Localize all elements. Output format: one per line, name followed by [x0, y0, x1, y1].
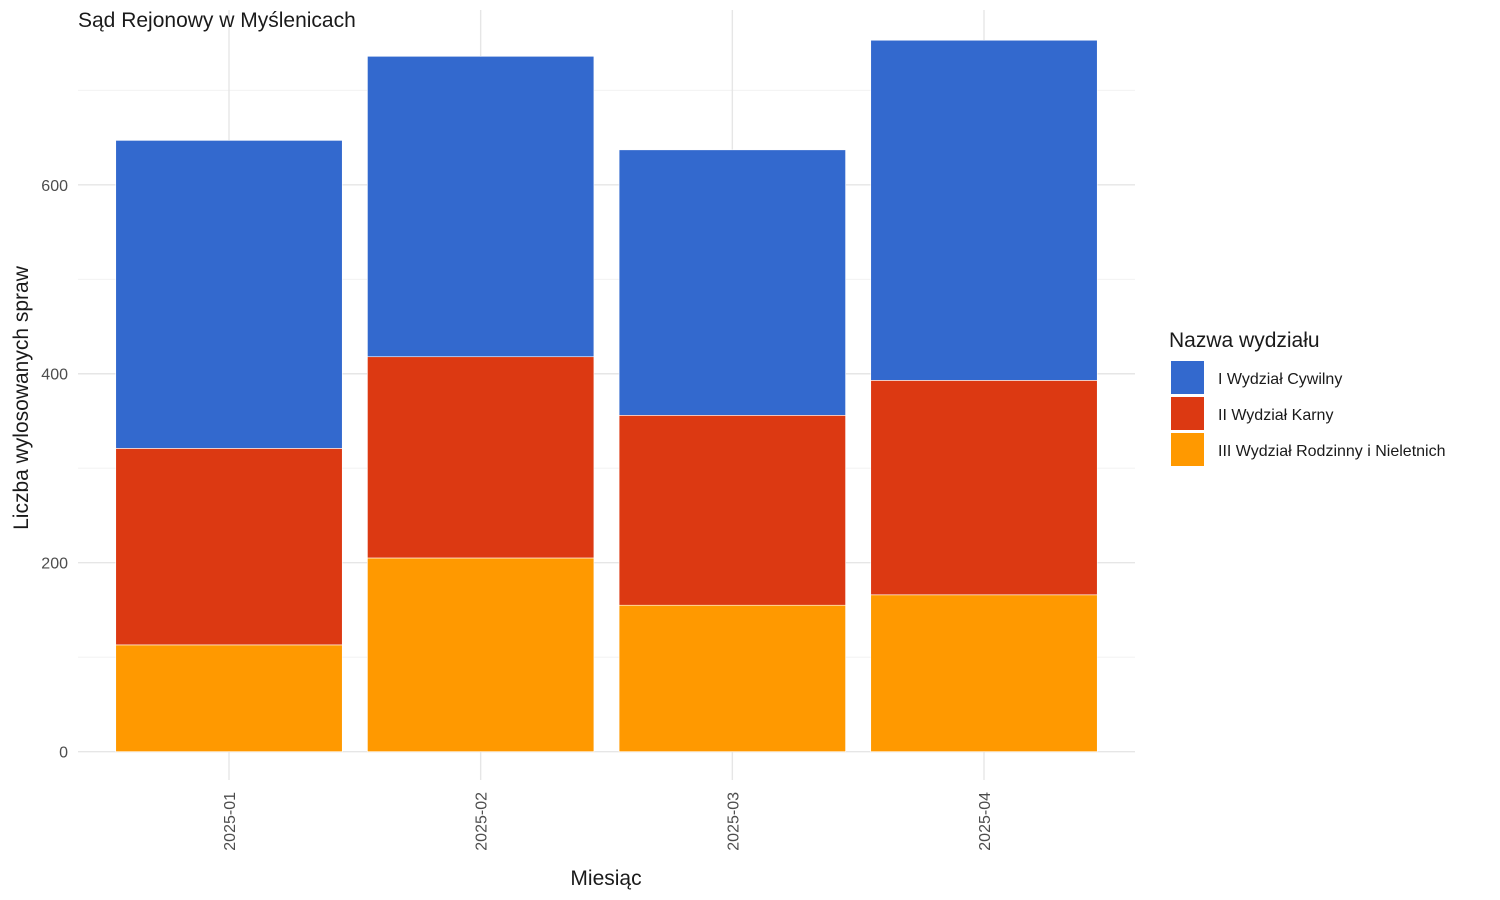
x-tick-label: 2025-01	[222, 792, 239, 851]
bar-segment	[367, 557, 595, 752]
x-tick-labels: 2025-01 2025-02 2025-03 2025-04	[222, 792, 994, 851]
legend-swatch	[1171, 361, 1204, 394]
chart-title: Sąd Rejonowy w Myślenicach	[78, 9, 356, 32]
bars-layer	[115, 39, 1098, 752]
bar-segment	[618, 149, 846, 416]
x-tick-label: 2025-04	[977, 792, 994, 851]
bar-segment	[618, 415, 846, 606]
legend-label: I Wydział Cywilny	[1218, 371, 1342, 388]
x-axis-title: Miesiąc	[570, 867, 641, 890]
x-tick-label: 2025-03	[725, 792, 742, 851]
bar-segment	[367, 55, 595, 358]
legend-swatch	[1171, 433, 1204, 466]
legend: Nazwa wydziału I Wydział Cywilny II Wydzi…	[1169, 329, 1446, 466]
legend-label: III Wydział Rodzinny i Nieletnich	[1218, 443, 1446, 460]
bar-segment	[870, 39, 1098, 381]
bar-segment	[870, 594, 1098, 752]
bar-segment	[618, 604, 846, 752]
bar-segment	[870, 380, 1098, 596]
y-axis-title: Liczba wylosowanych spraw	[10, 265, 33, 530]
bar-segment	[115, 644, 343, 752]
y-tick-label: 600	[41, 178, 68, 195]
y-tick-label: 400	[41, 367, 68, 384]
bar-segment	[367, 356, 595, 559]
y-tick-label: 200	[41, 556, 68, 573]
legend-label: II Wydział Karny	[1218, 407, 1333, 424]
y-tick-labels: 0 200 400 600	[41, 178, 68, 762]
legend-items: I Wydział Cywilny II Wydział Karny III Wyd…	[1171, 361, 1446, 466]
bar-segment	[115, 448, 343, 646]
legend-swatch	[1171, 397, 1204, 430]
x-tick-label: 2025-02	[474, 792, 491, 851]
legend-title: Nazwa wydziału	[1169, 329, 1320, 352]
y-tick-label: 0	[59, 745, 68, 762]
bar-segment	[115, 140, 343, 449]
